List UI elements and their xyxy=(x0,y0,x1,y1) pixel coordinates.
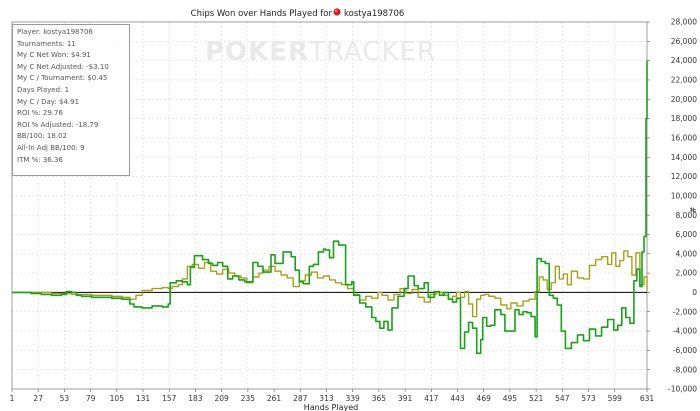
x-tick-label: 573 xyxy=(581,394,596,403)
chart-title-player: kostya198706 xyxy=(344,9,404,19)
pokertracker-watermark: POKERTRACKER xyxy=(205,37,437,67)
x-tick-label: 1 xyxy=(10,394,15,403)
y-tick-labels: -10,000 -8,000 -6,000 -4,000 -2,000 0 2,000 4,0… xyxy=(668,18,697,394)
y-tick-label: -8,000 xyxy=(673,365,697,374)
x-tick-label: 183 xyxy=(188,394,203,403)
y-tick-label: 26,000 xyxy=(671,37,697,46)
x-tick-label: 599 xyxy=(608,394,623,403)
x-axis-title: Hands Played xyxy=(304,403,358,411)
y-tick-label: 18,000 xyxy=(671,114,697,123)
y-tick-label: 10,000 xyxy=(671,191,697,200)
x-tick-label: 157 xyxy=(162,394,177,403)
y-axis-title: # xyxy=(688,207,697,214)
x-tick-label: 417 xyxy=(424,394,439,403)
x-tick-label: 261 xyxy=(267,394,282,403)
plot-frame xyxy=(11,21,648,390)
x-tick-label: 287 xyxy=(293,394,308,403)
x-tick-label: 105 xyxy=(110,394,125,403)
stat-allin-adj-bb: All-In Adj BB/100: 9 xyxy=(17,143,85,152)
stat-player: Player: kostya198706 xyxy=(17,28,93,36)
stat-days-played: Days Played: 1 xyxy=(17,85,70,94)
x-tick-label: 53 xyxy=(60,394,70,403)
chart-title: Chips Won over Hands Played for xyxy=(191,9,333,19)
y-tick-label: 2,000 xyxy=(676,269,698,278)
stat-itm: ITM %: 36.36 xyxy=(17,155,63,164)
stat-net-adjusted: My C Net Adjusted: -$3.10 xyxy=(17,62,109,71)
x-tick-label: 469 xyxy=(477,394,492,403)
stat-roi: ROI %: 29.76 xyxy=(17,109,63,118)
x-tick-label: 339 xyxy=(346,394,361,403)
x-tick-label: 313 xyxy=(319,394,334,403)
x-tick-label: 79 xyxy=(86,394,96,403)
x-tick-label: 495 xyxy=(503,394,518,403)
series-all-in-adjusted-line xyxy=(12,250,648,318)
axes xyxy=(11,21,650,392)
stat-per-day: My C / Day: $4.91 xyxy=(17,97,80,106)
stat-tournaments: Tournaments: 11 xyxy=(17,39,76,48)
x-tick-label: 131 xyxy=(136,394,151,403)
stat-roi-adjusted: ROI % Adjusted: -18.79 xyxy=(17,120,99,129)
y-tick-label: 12,000 xyxy=(671,172,697,181)
x-tick-labels: 1 27 53 79 105 131 157 183 209 235 261 287 313 339 365… xyxy=(10,394,655,403)
stat-bb-per-100: BB/100: 18.02 xyxy=(17,132,67,141)
x-tick-label: 547 xyxy=(555,394,570,403)
y-tick-label: -10,000 xyxy=(668,385,697,394)
y-tick-label: 28,000 xyxy=(671,18,697,27)
x-tick-label: 365 xyxy=(372,394,387,403)
y-tick-label: -6,000 xyxy=(673,346,697,355)
x-tick-label: 209 xyxy=(214,394,229,403)
y-tick-label: 24,000 xyxy=(671,56,697,65)
y-tick-label: -2,000 xyxy=(673,307,697,316)
y-tick-label: 8,000 xyxy=(676,211,698,220)
x-tick-label: 521 xyxy=(529,394,544,403)
y-tick-label: 20,000 xyxy=(671,95,697,104)
y-tick-label: 22,000 xyxy=(671,76,697,85)
series-net-won-line xyxy=(12,60,648,355)
x-tick-label: 27 xyxy=(33,394,43,403)
x-tick-label: 391 xyxy=(398,394,413,403)
stat-net-won: My C Net Won: $4.91 xyxy=(17,51,91,60)
y-tick-label: 14,000 xyxy=(671,153,697,162)
y-tick-label: 16,000 xyxy=(671,133,697,142)
x-tick-label: 443 xyxy=(450,394,465,403)
y-tick-label: -4,000 xyxy=(673,327,697,336)
y-tick-label: 6,000 xyxy=(676,230,698,239)
player-icon xyxy=(333,8,341,16)
stats-summary-box: Player: kostya198706 Tournaments: 11 My … xyxy=(12,24,130,176)
stat-per-tournament: My C / Tournament: $0.45 xyxy=(17,74,108,83)
x-tick-label: 631 xyxy=(640,394,655,403)
y-tick-label: 4,000 xyxy=(676,249,698,258)
y-tick-label: 0 xyxy=(692,288,697,297)
x-tick-label: 235 xyxy=(241,394,256,403)
series-lines xyxy=(12,60,648,355)
